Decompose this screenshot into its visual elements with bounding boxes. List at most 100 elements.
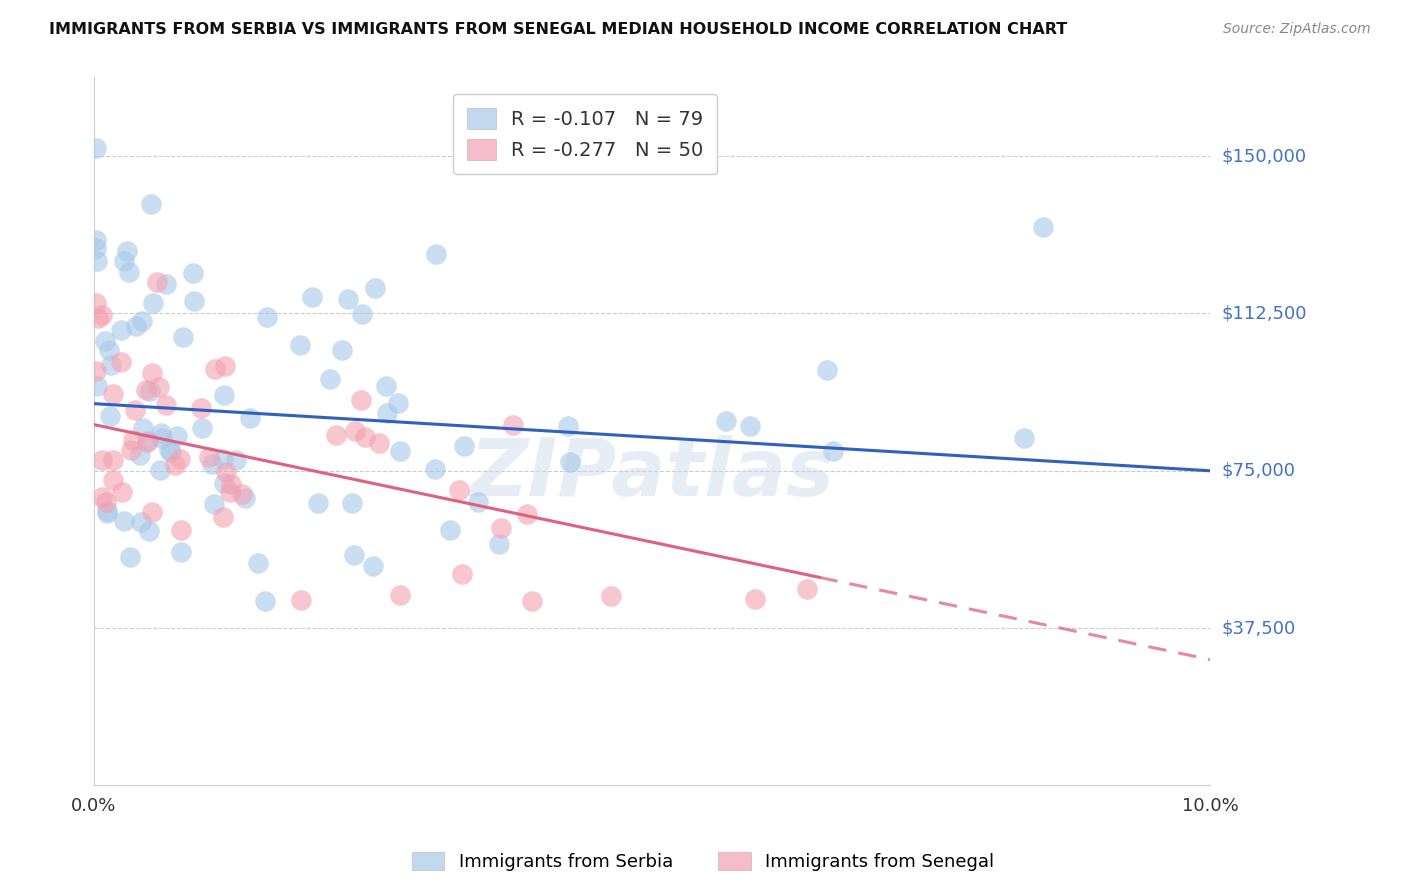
Point xyxy=(138,524,160,538)
Point xyxy=(181,266,204,280)
Point xyxy=(96,504,118,518)
Point xyxy=(146,275,169,289)
Point xyxy=(155,398,177,412)
Point xyxy=(90,452,112,467)
Point xyxy=(139,197,162,211)
Point xyxy=(336,292,359,306)
Point xyxy=(516,507,538,521)
Point xyxy=(375,406,398,420)
Point xyxy=(110,323,132,337)
Point xyxy=(150,431,173,445)
Point xyxy=(489,521,512,535)
Point xyxy=(172,330,194,344)
Point xyxy=(520,594,543,608)
Point xyxy=(149,463,172,477)
Point xyxy=(439,523,461,537)
Point xyxy=(94,495,117,509)
Point xyxy=(744,592,766,607)
Point xyxy=(375,378,398,392)
Point xyxy=(201,457,224,471)
Point xyxy=(131,314,153,328)
Point xyxy=(157,443,180,458)
Point xyxy=(136,434,159,448)
Point xyxy=(86,311,108,326)
Point xyxy=(141,505,163,519)
Text: $150,000: $150,000 xyxy=(1222,147,1306,165)
Point xyxy=(124,402,146,417)
Point xyxy=(84,296,107,310)
Point xyxy=(183,293,205,308)
Point xyxy=(325,428,347,442)
Point xyxy=(139,384,162,398)
Point xyxy=(110,484,132,499)
Point xyxy=(558,455,581,469)
Point xyxy=(120,443,142,458)
Point xyxy=(141,367,163,381)
Point xyxy=(120,549,142,564)
Point xyxy=(447,483,470,497)
Point xyxy=(132,421,155,435)
Point xyxy=(128,449,150,463)
Point xyxy=(423,461,446,475)
Point xyxy=(599,590,621,604)
Point xyxy=(163,458,186,473)
Point xyxy=(368,436,391,450)
Point xyxy=(190,401,212,416)
Point xyxy=(350,307,373,321)
Point xyxy=(219,484,242,499)
Point xyxy=(114,254,136,268)
Point xyxy=(389,444,412,458)
Point xyxy=(202,497,225,511)
Point xyxy=(149,426,172,441)
Point xyxy=(118,265,141,279)
Point xyxy=(135,383,157,397)
Point xyxy=(90,490,112,504)
Point xyxy=(301,289,323,303)
Text: $37,500: $37,500 xyxy=(1222,619,1295,637)
Point xyxy=(557,419,579,434)
Point xyxy=(215,465,238,479)
Point xyxy=(467,494,489,508)
Point xyxy=(214,359,236,374)
Point xyxy=(197,450,219,465)
Point xyxy=(125,319,148,334)
Point xyxy=(84,141,107,155)
Legend: R = -0.107   N = 79, R = -0.277   N = 50: R = -0.107 N = 79, R = -0.277 N = 50 xyxy=(453,95,717,174)
Point xyxy=(84,233,107,247)
Point xyxy=(364,281,387,295)
Point xyxy=(166,429,188,443)
Point xyxy=(343,424,366,438)
Text: $112,500: $112,500 xyxy=(1222,304,1306,322)
Point xyxy=(204,362,226,376)
Point xyxy=(110,355,132,369)
Text: ZIPatlas: ZIPatlas xyxy=(470,435,835,513)
Point xyxy=(821,444,844,458)
Point xyxy=(136,435,159,450)
Point xyxy=(307,496,329,510)
Point xyxy=(84,241,107,255)
Point xyxy=(502,417,524,432)
Point xyxy=(129,516,152,530)
Point xyxy=(94,334,117,349)
Point xyxy=(231,487,253,501)
Point xyxy=(330,343,353,357)
Point xyxy=(112,514,135,528)
Text: $75,000: $75,000 xyxy=(1222,462,1295,480)
Point xyxy=(169,451,191,466)
Point xyxy=(815,363,838,377)
Point xyxy=(387,396,409,410)
Point xyxy=(86,254,108,268)
Point xyxy=(388,588,411,602)
Point xyxy=(212,510,235,524)
Point xyxy=(354,430,377,444)
Point xyxy=(212,452,235,467)
Point xyxy=(290,592,312,607)
Point xyxy=(214,387,236,401)
Point xyxy=(1032,220,1054,235)
Point xyxy=(343,548,366,562)
Point xyxy=(340,496,363,510)
Point xyxy=(86,364,108,378)
Point xyxy=(155,277,177,292)
Point xyxy=(1012,431,1035,445)
Text: IMMIGRANTS FROM SERBIA VS IMMIGRANTS FROM SENEGAL MEDIAN HOUSEHOLD INCOME CORREL: IMMIGRANTS FROM SERBIA VS IMMIGRANTS FRO… xyxy=(49,22,1067,37)
